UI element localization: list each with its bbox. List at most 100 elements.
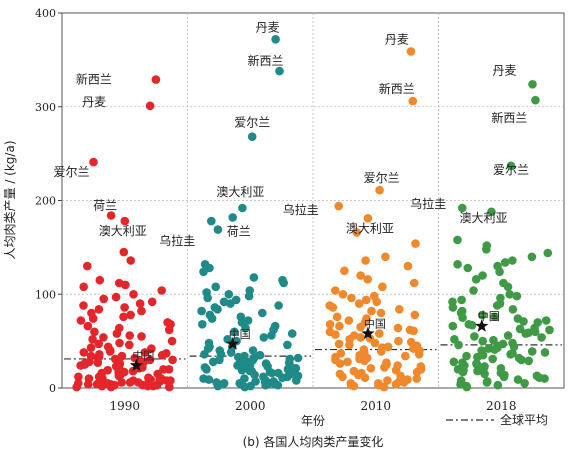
data-point	[540, 348, 550, 357]
data-point	[347, 293, 356, 303]
data-point	[167, 336, 177, 346]
data-point	[448, 321, 458, 331]
x-tick-label: 2010	[360, 399, 391, 413]
country-label: 丹麦	[493, 63, 517, 77]
data-point	[111, 292, 121, 302]
data-point	[287, 329, 297, 338]
data-point	[117, 351, 127, 361]
data-point	[467, 320, 477, 330]
country-label: 澳大利亚	[346, 221, 394, 235]
data-point	[230, 327, 239, 337]
x-axis-title: 年份	[301, 414, 325, 428]
country-label: 爱尔兰	[234, 115, 270, 130]
data-point	[226, 299, 235, 308]
data-point-labeled	[406, 47, 416, 56]
data-point	[509, 342, 519, 352]
data-point	[119, 247, 129, 257]
data-point	[94, 339, 103, 349]
data-point	[524, 328, 533, 338]
data-point	[360, 356, 369, 366]
country-label: 乌拉圭	[283, 202, 319, 217]
china-star-icon	[475, 319, 489, 332]
data-point	[458, 358, 467, 368]
data-point	[290, 370, 300, 380]
data-point	[449, 357, 459, 367]
data-point	[164, 325, 174, 335]
data-point	[515, 324, 525, 334]
data-points	[72, 35, 554, 392]
data-point-labeled	[528, 80, 537, 89]
data-point	[279, 278, 289, 288]
data-point-labeled	[247, 132, 257, 141]
data-point	[454, 340, 463, 350]
data-point	[325, 320, 335, 329]
country-label: 爱尔兰	[54, 164, 90, 179]
data-point	[508, 256, 517, 265]
data-point	[489, 335, 498, 345]
data-point	[157, 350, 167, 360]
data-point-labeled	[531, 95, 540, 105]
data-point	[79, 282, 88, 292]
data-point	[99, 294, 108, 304]
data-point	[382, 360, 391, 369]
y-tick-label: 100	[35, 288, 56, 301]
data-point	[346, 379, 356, 388]
data-point	[375, 329, 384, 338]
data-point	[409, 278, 419, 288]
data-point	[74, 372, 83, 382]
data-point	[293, 353, 303, 363]
data-point	[125, 340, 134, 350]
data-point	[126, 310, 135, 320]
data-point	[259, 333, 269, 342]
country-label: 荷兰	[93, 199, 117, 213]
data-point	[249, 273, 259, 282]
data-point-labeled	[275, 66, 284, 76]
data-point-labeled	[228, 213, 237, 222]
data-point-labeled	[458, 203, 467, 213]
data-point	[88, 314, 98, 323]
data-point	[482, 245, 491, 254]
data-point	[383, 376, 392, 385]
country-label: 澳大利亚	[460, 211, 508, 225]
data-point	[235, 359, 244, 368]
data-point	[393, 323, 403, 333]
data-point	[344, 316, 354, 325]
data-point	[469, 286, 478, 295]
data-point	[530, 327, 540, 337]
data-point	[332, 312, 342, 322]
data-point	[99, 333, 108, 342]
data-point	[79, 348, 89, 357]
data-point-labeled	[408, 96, 418, 106]
data-point	[94, 305, 104, 314]
data-point	[409, 326, 418, 336]
data-point	[336, 349, 346, 358]
x-tick-label: 2018	[486, 399, 517, 413]
china-label: 中国	[132, 350, 154, 363]
data-point	[545, 325, 554, 335]
data-point	[112, 329, 122, 338]
data-point-labeled	[207, 216, 216, 226]
data-point	[335, 369, 345, 379]
data-point	[512, 291, 522, 301]
data-point	[458, 313, 467, 323]
chart-caption: (b) 各国人均肉类产量变化	[243, 434, 384, 449]
data-point	[471, 275, 481, 284]
data-point-labeled	[106, 211, 116, 220]
data-point	[331, 286, 340, 295]
country-label: 丹麦	[82, 95, 106, 109]
country-label: 荷兰	[227, 224, 251, 238]
data-point	[248, 346, 258, 355]
data-point	[269, 377, 278, 386]
data-point	[83, 261, 92, 271]
data-point	[334, 339, 344, 349]
data-point	[508, 305, 518, 314]
data-point	[395, 305, 404, 314]
data-point-labeled	[151, 75, 161, 84]
data-point	[125, 331, 134, 340]
data-point	[359, 345, 369, 354]
data-point-labeled	[487, 207, 496, 217]
data-point	[213, 305, 222, 314]
y-tick-label: 0	[49, 382, 56, 395]
data-point	[94, 379, 103, 388]
